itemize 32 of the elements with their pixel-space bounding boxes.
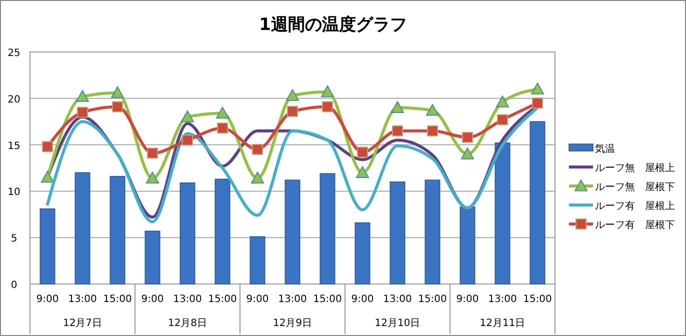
y-tick-label: 0 (10, 280, 18, 291)
y-tick-label: 10 (8, 187, 20, 198)
x-tick-label: 9:00 (456, 294, 479, 305)
x-tick-label: 9:00 (246, 294, 269, 305)
x-tick-label: 9:00 (36, 294, 59, 305)
chart-title: 1週間の温度グラフ (259, 15, 407, 35)
x-tick-label: 15:00 (313, 294, 342, 305)
x-tick-label: 15:00 (103, 294, 132, 305)
legend-label: 気温 (595, 143, 615, 155)
legend-label: ルーフ有 屋根下 (595, 219, 675, 231)
x-tick-label: 13:00 (383, 294, 412, 305)
y-tick-label: 25 (8, 48, 20, 59)
text: 12月8日 (168, 318, 208, 329)
text: 12月11日 (480, 318, 526, 329)
text: 12月7日 (62, 318, 102, 329)
legend-label: ルーフ無 屋根下 (595, 181, 675, 193)
x-tick-label: 13:00 (488, 294, 517, 305)
x-tick-label: 9:00 (351, 294, 374, 305)
text: 12月10日 (374, 318, 420, 329)
x-tick-label: 15:00 (208, 294, 237, 305)
x-tick-label: 15:00 (418, 294, 447, 305)
y-tick-label: 20 (8, 94, 20, 106)
x-tick-label: 15:00 (523, 294, 552, 305)
legend-label: ルーフ無 屋根上 (595, 162, 675, 174)
x-tick-label: 13:00 (68, 294, 97, 305)
y-tick-label: 15 (8, 140, 20, 152)
x-tick-label: 9:00 (141, 294, 164, 305)
text: 12月9日 (272, 318, 312, 329)
x-tick-label: 13:00 (173, 294, 202, 305)
x-tick-label: 13:00 (278, 294, 307, 305)
y-tick-label: 5 (10, 234, 18, 245)
legend-label: ルーフ有 屋根上 (595, 200, 675, 212)
